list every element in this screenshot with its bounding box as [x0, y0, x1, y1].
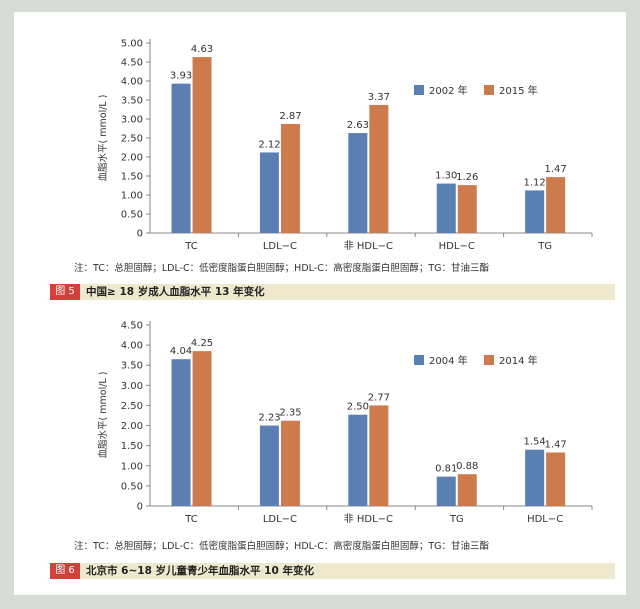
bar	[546, 177, 566, 233]
bar	[280, 420, 300, 506]
legend-swatch	[414, 85, 424, 95]
y-tick-label: 0	[137, 502, 143, 513]
y-tick-label: 4.00	[121, 77, 143, 88]
bar-value-label: 2.77	[368, 392, 390, 403]
x-tick-label: 非 HDL−C	[344, 513, 393, 525]
x-tick-label: TG	[449, 514, 464, 525]
bar-value-label: 1.30	[435, 171, 457, 182]
legend-swatch	[484, 355, 494, 365]
bar	[171, 83, 191, 233]
y-tick-label: 2.50	[121, 401, 143, 412]
bar-value-label: 0.81	[435, 464, 457, 475]
bar-value-label: 4.63	[191, 44, 213, 55]
y-tick-label: 4.50	[121, 321, 143, 332]
figure-frame: 0 0.50 1.00 1.50 2.00 2.50 3.00 3.50 4.00 4.50 5.0…	[14, 12, 626, 595]
legend-label: 2002 年	[429, 84, 468, 97]
bar	[192, 57, 212, 234]
bar-value-label: 2.12	[258, 139, 280, 150]
figure-5-note: 注：TC：总胆固醇；LDL-C：低密度脂蛋白胆固醇；HDL-C：高密度脂蛋白胆固…	[74, 263, 489, 274]
bar-value-label: 2.23	[258, 413, 280, 424]
y-tick-label: 1.00	[121, 191, 143, 202]
bar-value-label: 2.50	[347, 402, 369, 413]
bar	[280, 123, 300, 233]
y-tick-label: 2.50	[121, 134, 143, 145]
x-tick-label: TC	[184, 514, 198, 525]
bar-value-label: 1.47	[545, 440, 567, 451]
bar-value-label: 2.35	[279, 408, 301, 419]
figure-6-panel: 0 0.50 1.00 1.50 2.00 2.50 3.00 3.50 4.00 4.50 血脂水…	[14, 309, 626, 595]
bar	[457, 474, 477, 506]
y-tick-label: 4.00	[121, 341, 143, 352]
figure-6-tag: 图 6	[50, 563, 80, 579]
y-tick-label: 3.50	[121, 361, 143, 372]
bar	[348, 414, 368, 506]
x-tick-label: HDL−C	[527, 514, 563, 525]
figure-5-title: 中国≥ 18 岁成人血脂水平 13 年变化	[86, 286, 265, 298]
figure-6-note: 注：TC：总胆固醇；LDL-C：低密度脂蛋白胆固醇；HDL-C：高密度脂蛋白胆固…	[74, 541, 489, 552]
bar-value-label: 4.04	[170, 346, 192, 357]
legend-swatch	[414, 355, 424, 365]
legend-label: 2004 年	[429, 354, 468, 367]
chart-figure-6: 0 0.50 1.00 1.50 2.00 2.50 3.00 3.50 4.00 4.50 血脂水…	[97, 321, 593, 525]
bar-value-label: 0.88	[456, 461, 478, 472]
bar	[457, 185, 477, 233]
legend-swatch	[484, 85, 494, 95]
y-tick-label: 3.00	[121, 115, 143, 126]
bar	[348, 133, 368, 233]
chart-figure-5: 0 0.50 1.00 1.50 2.00 2.50 3.00 3.50 4.00 4.50 5.0…	[97, 39, 593, 252]
bar-value-label: 3.37	[368, 92, 390, 103]
bar-value-label: 1.26	[456, 172, 478, 183]
legend-label: 2015 年	[499, 84, 538, 97]
figure-5-panel: 0 0.50 1.00 1.50 2.00 2.50 3.00 3.50 4.00 4.50 5.0…	[14, 12, 626, 312]
bar	[192, 351, 212, 506]
bar-value-label: 1.54	[524, 437, 546, 448]
bar	[369, 104, 389, 233]
y-axis-title: 血脂水平( mmol/L )	[97, 372, 109, 459]
x-tick-label: 非 HDL−C	[344, 240, 393, 252]
y-tick-label: 1.50	[121, 172, 143, 183]
figure-6-title: 北京市 6~18 岁儿童青少年血脂水平 10 年变化	[86, 565, 314, 577]
bar-value-label: 1.47	[545, 164, 567, 175]
bar	[525, 190, 545, 233]
bar	[525, 449, 545, 506]
legend-label: 2014 年	[499, 354, 538, 367]
y-tick-label: 4.50	[121, 58, 143, 69]
x-tick-label: LDL−C	[263, 514, 297, 525]
y-tick-label: 5.00	[121, 39, 143, 50]
y-tick-label: 0.50	[121, 210, 143, 221]
x-tick-label: TC	[184, 241, 198, 252]
bar-value-label: 1.12	[524, 177, 546, 188]
y-tick-label: 3.00	[121, 381, 143, 392]
x-tick-label: HDL−C	[439, 241, 475, 252]
figure-6-caption: 图 6 北京市 6~18 岁儿童青少年血脂水平 10 年变化	[50, 563, 615, 579]
bar	[171, 359, 191, 506]
y-tick-label: 1.00	[121, 461, 143, 472]
x-tick-label: TG	[537, 241, 552, 252]
bar	[436, 183, 456, 233]
bar	[369, 405, 389, 506]
y-tick-label: 0	[137, 229, 143, 240]
bar-value-label: 3.93	[170, 71, 192, 82]
y-tick-label: 3.50	[121, 96, 143, 107]
x-tick-label: LDL−C	[263, 241, 297, 252]
bar	[546, 452, 566, 506]
bar-value-label: 4.25	[191, 338, 213, 349]
y-tick-label: 2.00	[121, 153, 143, 164]
y-tick-label: 1.50	[121, 441, 143, 452]
figure-5-tag: 图 5	[50, 284, 80, 300]
bar	[259, 425, 279, 506]
figure-5-caption: 图 5 中国≥ 18 岁成人血脂水平 13 年变化	[50, 284, 615, 300]
bar-value-label: 2.63	[347, 120, 369, 131]
y-axis-title: 血脂水平( mmol/L )	[97, 95, 109, 182]
bar-value-label: 2.87	[279, 111, 301, 122]
bar	[259, 152, 279, 233]
y-tick-label: 0.50	[121, 481, 143, 492]
bar	[436, 476, 456, 506]
y-tick-label: 2.00	[121, 421, 143, 432]
